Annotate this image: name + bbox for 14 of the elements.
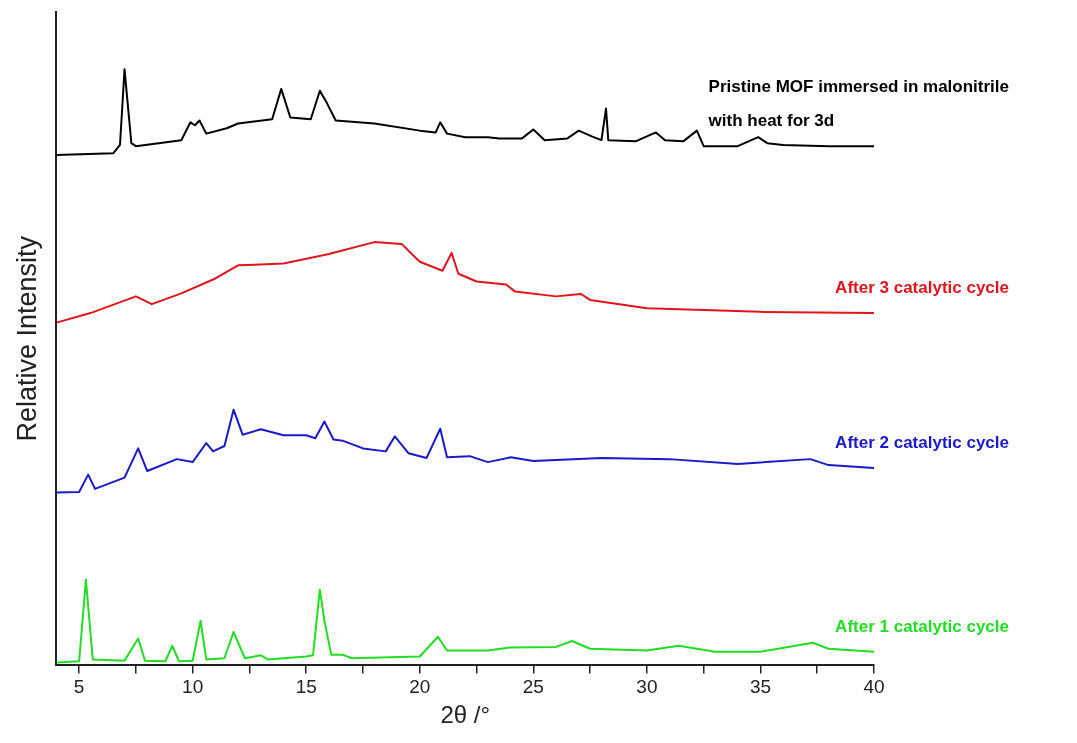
x-axis-title: 2θ /° (440, 701, 491, 729)
series-label: After 2 catalytic cycle (835, 433, 1009, 453)
x-tick-label: 10 (182, 676, 204, 698)
series-label: After 1 catalytic cycle (835, 616, 1009, 636)
x-tick-label: 35 (749, 676, 772, 698)
series-label: After 3 catalytic cycle (835, 278, 1009, 298)
series-label: Pristine MOF immersed in malonitrile with heat for 3d (707, 77, 1009, 131)
x-tick-label: 5 (73, 676, 85, 698)
x-tick-label: 30 (636, 676, 658, 698)
x-tick-label: 20 (409, 676, 431, 698)
y-axis-title: Relative Intensity (11, 235, 42, 442)
x-tick-label: 25 (522, 676, 544, 698)
x-tick-label: 15 (295, 676, 317, 698)
x-tick-label: 40 (863, 676, 885, 698)
